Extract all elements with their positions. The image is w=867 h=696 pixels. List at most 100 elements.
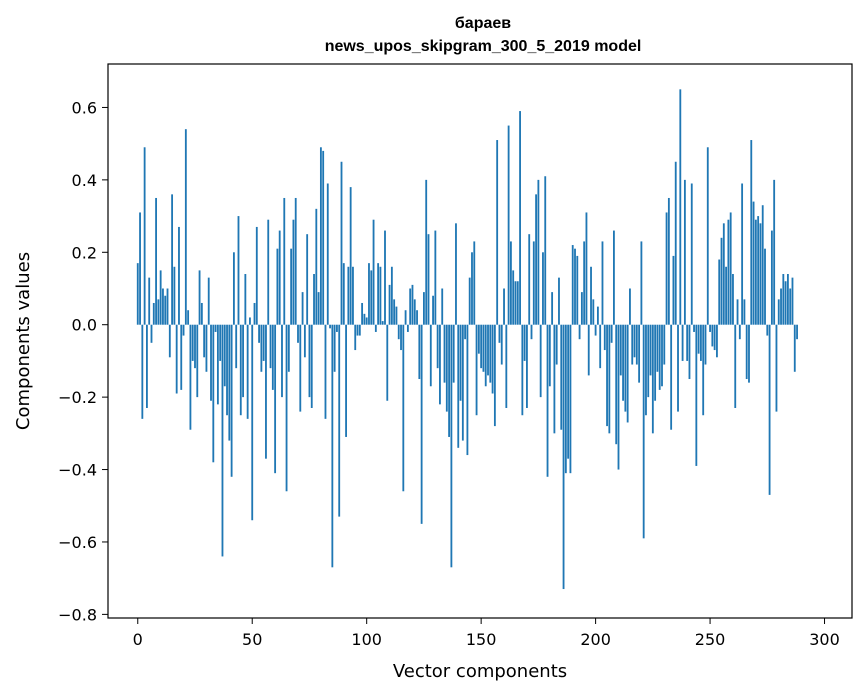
bar — [473, 241, 476, 325]
bar — [223, 324, 226, 387]
bar — [610, 324, 613, 343]
bar — [745, 324, 748, 380]
bar — [571, 245, 574, 325]
bar — [516, 281, 519, 325]
bar — [704, 324, 707, 365]
bar — [461, 324, 464, 441]
bar — [748, 324, 750, 383]
bar — [530, 324, 533, 340]
bar — [418, 324, 421, 380]
bar — [196, 324, 199, 398]
bar — [368, 263, 370, 325]
bar — [498, 324, 501, 343]
bar — [146, 324, 148, 408]
bar — [276, 248, 279, 325]
bars — [136, 89, 798, 590]
bar — [322, 150, 325, 325]
bar — [315, 208, 318, 325]
bar — [544, 176, 547, 325]
bar — [459, 324, 462, 401]
bar — [574, 248, 576, 325]
bar — [397, 324, 400, 340]
bar — [482, 324, 485, 372]
bar — [214, 324, 217, 332]
bar — [537, 179, 540, 325]
bar — [200, 302, 203, 325]
x-tick-label: 0 — [133, 630, 143, 649]
bar — [162, 288, 164, 325]
bar — [786, 274, 789, 325]
bar — [521, 324, 524, 416]
bar — [365, 317, 368, 325]
bar — [558, 277, 560, 325]
bar — [773, 179, 776, 325]
bar — [313, 274, 315, 325]
bar — [150, 324, 153, 343]
bar — [663, 324, 666, 365]
bar — [148, 277, 151, 325]
bar — [244, 274, 247, 325]
bar — [336, 324, 338, 332]
bar — [757, 216, 760, 325]
bar — [475, 324, 478, 416]
bar — [759, 223, 762, 325]
bar — [635, 324, 638, 365]
bar — [306, 234, 309, 325]
bar — [608, 324, 611, 434]
bar — [400, 324, 402, 351]
bar — [464, 324, 467, 340]
bar — [429, 324, 432, 387]
bar — [796, 324, 798, 340]
bar — [205, 324, 208, 372]
bar — [370, 270, 373, 325]
bar — [441, 288, 444, 325]
bar — [741, 183, 744, 325]
bar — [166, 288, 169, 325]
bar — [381, 321, 384, 325]
bar — [242, 324, 244, 398]
bar — [189, 324, 192, 430]
bar — [340, 161, 343, 325]
bar — [560, 324, 563, 430]
bar — [439, 324, 441, 405]
bar — [386, 324, 389, 401]
bar — [585, 212, 588, 325]
bar — [152, 302, 155, 325]
bar — [661, 324, 663, 387]
bar — [326, 183, 329, 325]
bar — [409, 288, 412, 325]
bar — [173, 266, 176, 325]
bar — [299, 324, 302, 412]
y-tick-label: 0.6 — [72, 98, 97, 117]
bar — [523, 324, 526, 361]
x-tick-label: 300 — [809, 630, 840, 649]
bar — [331, 324, 334, 568]
bar — [562, 324, 565, 590]
bar — [226, 324, 228, 416]
bar — [695, 324, 698, 466]
bar — [613, 230, 615, 325]
bar — [468, 277, 471, 325]
bar — [638, 324, 641, 383]
bar — [239, 324, 242, 416]
bar — [725, 266, 728, 325]
bar — [564, 324, 567, 474]
bar — [246, 324, 249, 419]
bar — [645, 324, 647, 416]
bar — [734, 324, 737, 408]
y-tick-label: −0.2 — [58, 388, 97, 407]
bar — [505, 324, 508, 408]
bar — [700, 324, 702, 361]
y-tick-label: 0.2 — [72, 243, 97, 262]
bar — [679, 89, 682, 325]
bar — [191, 324, 194, 361]
chart-title-line-2: news_upos_skipgram_300_5_2019 model — [325, 38, 642, 55]
bar — [258, 324, 260, 343]
bar — [736, 299, 739, 325]
bar — [324, 324, 327, 419]
bar — [187, 310, 190, 325]
bar — [647, 324, 650, 398]
bar — [393, 299, 396, 325]
bar — [590, 266, 592, 325]
bar — [404, 310, 407, 325]
